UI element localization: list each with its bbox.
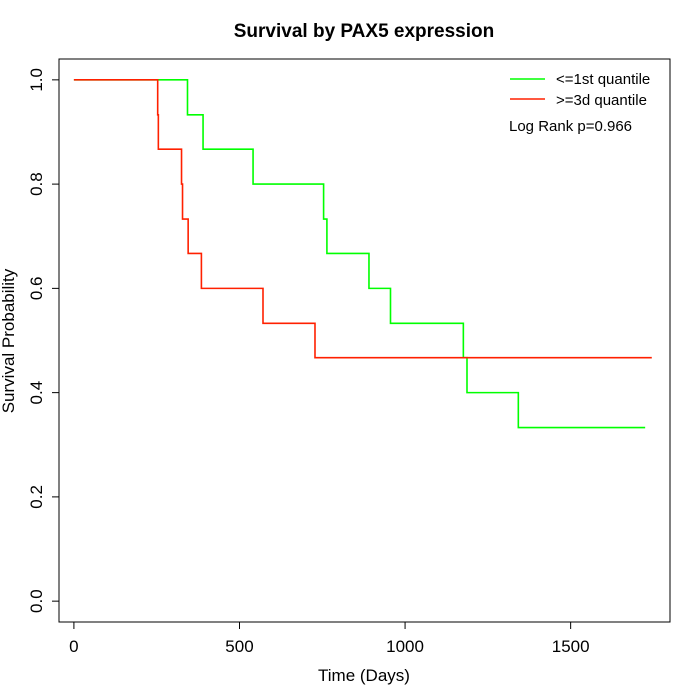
- y-axis: 0.0 0.2 0.4 0.6 0.8 1.0: [27, 68, 60, 613]
- series-line-low: [73, 79, 646, 429]
- x-axis: 0 500 1000 1500: [69, 621, 590, 656]
- series-layer: [73, 79, 652, 429]
- y-axis-label: Survival Probability: [0, 268, 18, 413]
- x-tick-label: 500: [225, 637, 253, 656]
- y-tick-label: 0.0: [27, 589, 46, 613]
- legend: <=1st quantile >=3d quantile Log Rank p=…: [509, 71, 650, 135]
- y-tick-label: 1.0: [27, 68, 46, 92]
- x-tick-label: 1000: [386, 637, 424, 656]
- legend-label-high: >=3d quantile: [556, 92, 647, 109]
- chart-title: Survival by PAX5 expression: [234, 21, 495, 42]
- y-tick-label: 0.2: [27, 485, 46, 509]
- x-tick-label: 0: [69, 637, 78, 656]
- y-tick-label: 0.8: [27, 172, 46, 196]
- y-tick-label: 0.4: [27, 381, 46, 405]
- series-line-high: [73, 79, 652, 359]
- x-tick-label: 1500: [552, 637, 590, 656]
- x-axis-label: Time (Days): [318, 666, 410, 685]
- y-tick-label: 0.6: [27, 277, 46, 301]
- log-rank-annotation: Log Rank p=0.966: [509, 118, 632, 135]
- legend-label-low: <=1st quantile: [556, 71, 650, 88]
- plot-frame: [58, 58, 671, 623]
